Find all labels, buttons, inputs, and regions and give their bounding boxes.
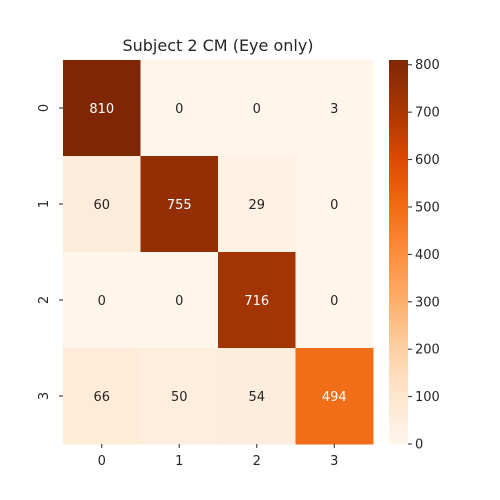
y-tick-label: 1 xyxy=(37,200,52,208)
heatmap-cell xyxy=(140,252,219,349)
colorbar-tick-label: 0 xyxy=(415,438,423,453)
x-tick-label: 3 xyxy=(330,454,338,469)
colorbar-tick-label: 200 xyxy=(415,343,440,358)
cell-value-label: 3 xyxy=(330,102,338,117)
cell-value-label: 54 xyxy=(248,390,265,405)
heatmap-cell xyxy=(140,348,219,445)
heatmap-cell xyxy=(63,348,141,445)
x-tick-label: 2 xyxy=(253,454,261,469)
cell-value-label: 755 xyxy=(167,198,192,213)
cell-value-label: 716 xyxy=(244,294,269,309)
heatmap-cell xyxy=(295,156,374,253)
colorbar-tick-label: 300 xyxy=(415,295,440,310)
cell-value-label: 0 xyxy=(175,294,183,309)
heatmap-cell-labels: 810 0 0 3 60 755 29 0 0 0 716 0 66 50 54 494 xyxy=(89,102,346,405)
heatmap-cell xyxy=(218,348,296,445)
heatmap-cell xyxy=(218,60,296,157)
y-tick-label: 0 xyxy=(37,104,52,112)
colorbar-tick-label: 700 xyxy=(415,106,440,121)
heatmap-cell xyxy=(63,60,141,157)
cell-value-label: 29 xyxy=(248,198,265,213)
cell-value-label: 0 xyxy=(253,102,261,117)
heatmap-cell xyxy=(63,252,141,349)
cell-value-label: 0 xyxy=(98,294,106,309)
heatmap-cell xyxy=(218,252,296,349)
x-tick-label: 1 xyxy=(175,454,183,469)
cell-value-label: 0 xyxy=(330,198,338,213)
y-tick-label: 2 xyxy=(37,296,52,304)
heatmap-cell xyxy=(140,156,219,253)
colorbar-tick-label: 100 xyxy=(415,390,440,405)
heatmap-cell xyxy=(63,156,141,253)
cell-value-label: 50 xyxy=(171,390,188,405)
cell-value-label: 0 xyxy=(330,294,338,309)
cell-value-label: 494 xyxy=(322,390,347,405)
colorbar xyxy=(389,60,408,444)
heatmap-cells xyxy=(63,60,374,445)
colorbar-ticks: 0 100 200 300 400 500 600 700 800 xyxy=(408,58,440,453)
x-axis-ticks: 0 1 2 3 xyxy=(98,444,338,469)
heatmap-cell xyxy=(140,60,219,157)
colorbar-tick-label: 600 xyxy=(415,153,440,168)
heatmap-cell xyxy=(295,60,374,157)
cell-value-label: 0 xyxy=(175,102,183,117)
heatmap-cell xyxy=(295,348,374,445)
cell-value-label: 66 xyxy=(93,390,110,405)
colorbar-tick-label: 800 xyxy=(415,58,440,73)
y-axis-ticks: 0 1 2 3 xyxy=(37,104,63,400)
colorbar-tick-label: 400 xyxy=(415,248,440,263)
y-tick-label: 3 xyxy=(37,392,52,400)
heatmap-cell xyxy=(218,156,296,253)
chart-title: Subject 2 CM (Eye only) xyxy=(122,36,313,55)
heatmap-cell xyxy=(295,252,374,349)
cell-value-label: 810 xyxy=(89,102,114,117)
x-tick-label: 0 xyxy=(98,454,106,469)
cell-value-label: 60 xyxy=(93,198,110,213)
colorbar-tick-label: 500 xyxy=(415,200,440,215)
